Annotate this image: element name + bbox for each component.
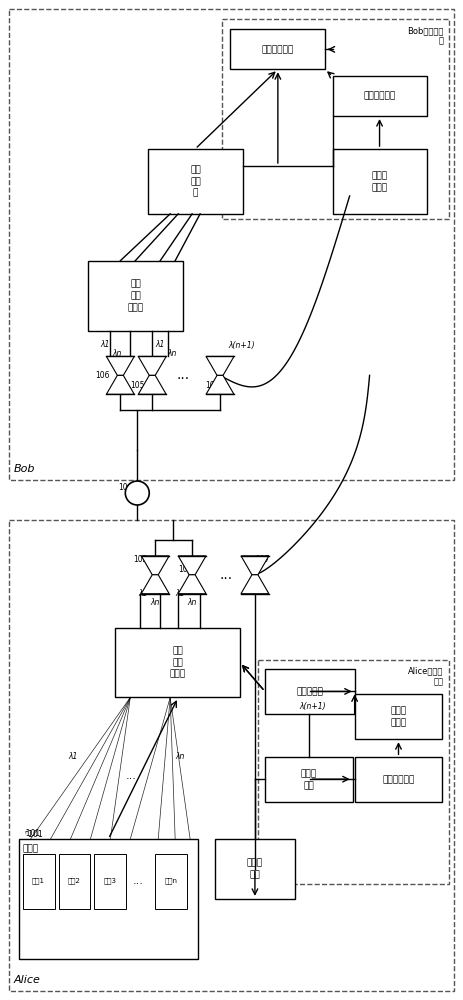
Text: 信号
光编
码模组: 信号 光编 码模组 (169, 646, 186, 679)
Polygon shape (241, 575, 269, 594)
Bar (23, 854, 55, 909)
Polygon shape (241, 556, 269, 575)
Bar (215, 839, 295, 899)
Bar (115, 628, 240, 697)
Text: λ(n+1): λ(n+1) (228, 341, 255, 350)
Text: 光源2: 光源2 (68, 878, 81, 884)
Text: 数据记录单元: 数据记录单元 (261, 45, 294, 54)
Text: Alice: Alice (13, 975, 41, 985)
Bar (148, 149, 243, 214)
Text: 103: 103 (178, 565, 193, 574)
Text: ...: ... (219, 568, 232, 582)
Text: λn: λn (113, 349, 122, 358)
Bar (9, 9, 454, 480)
Polygon shape (106, 375, 134, 394)
Text: 延时控制单元: 延时控制单元 (364, 92, 396, 101)
Text: ...: ... (133, 876, 144, 886)
Text: 同步光
探测器: 同步光 探测器 (372, 171, 388, 192)
Text: λn: λn (150, 598, 160, 607)
Text: λ1: λ1 (175, 589, 185, 598)
Bar (222, 19, 450, 219)
Circle shape (125, 481, 149, 505)
Text: λ(n+1): λ(n+1) (300, 702, 326, 711)
Text: 106: 106 (95, 371, 110, 380)
Bar (88, 261, 183, 331)
Bar (19, 839, 198, 959)
Text: 逻辑控制单元: 逻辑控制单元 (382, 775, 415, 784)
Text: 104: 104 (119, 483, 133, 492)
Text: 107: 107 (255, 555, 269, 564)
Text: 探测
器模
组: 探测 器模 组 (190, 165, 201, 198)
Text: 105: 105 (130, 381, 145, 390)
Polygon shape (106, 356, 134, 375)
Text: Alice的电子
设备: Alice的电子 设备 (408, 666, 444, 686)
Text: 光源n: 光源n (165, 878, 178, 884)
Polygon shape (206, 375, 234, 394)
Text: $\ulcorner$101: $\ulcorner$101 (24, 828, 43, 839)
Bar (9, 520, 454, 991)
Text: Bob的电子设
备: Bob的电子设 备 (407, 26, 444, 46)
Text: λ1: λ1 (100, 340, 110, 349)
Text: 102: 102 (133, 555, 148, 564)
Polygon shape (141, 556, 169, 575)
Text: ...: ... (176, 368, 190, 382)
Text: λ1: λ1 (138, 589, 148, 598)
Bar (94, 854, 126, 909)
Bar (265, 669, 355, 714)
Polygon shape (138, 356, 166, 375)
Text: Bob: Bob (13, 464, 35, 474)
Text: 随机数
发生器: 随机数 发生器 (390, 706, 407, 727)
Text: λn: λn (167, 349, 176, 358)
Text: 信号发
生器: 信号发 生器 (300, 769, 317, 790)
Bar (258, 660, 450, 884)
Text: λn: λn (175, 752, 185, 761)
Bar (155, 854, 187, 909)
Text: λ1: λ1 (155, 340, 165, 349)
Bar (333, 149, 427, 214)
Polygon shape (178, 575, 206, 594)
Text: 激光板: 激光板 (23, 844, 39, 853)
Bar (333, 76, 427, 116)
Text: 光源1: 光源1 (32, 878, 45, 884)
Bar (265, 757, 353, 802)
Text: 101: 101 (21, 829, 40, 838)
Polygon shape (206, 356, 234, 375)
Bar (355, 757, 442, 802)
Polygon shape (178, 556, 206, 575)
Polygon shape (141, 575, 169, 594)
Polygon shape (138, 375, 166, 394)
Text: 同步光
光源: 同步光 光源 (247, 858, 263, 879)
Text: 信号
光解
码模组: 信号 光解 码模组 (128, 279, 144, 312)
Text: λ1: λ1 (69, 752, 78, 761)
Text: 信号调制器: 信号调制器 (296, 687, 323, 696)
Text: 光源3: 光源3 (104, 878, 117, 884)
Bar (355, 694, 442, 739)
Bar (58, 854, 90, 909)
Bar (230, 29, 325, 69)
Text: 108: 108 (205, 381, 219, 390)
Text: λn: λn (187, 598, 196, 607)
Text: ...: ... (125, 771, 136, 781)
